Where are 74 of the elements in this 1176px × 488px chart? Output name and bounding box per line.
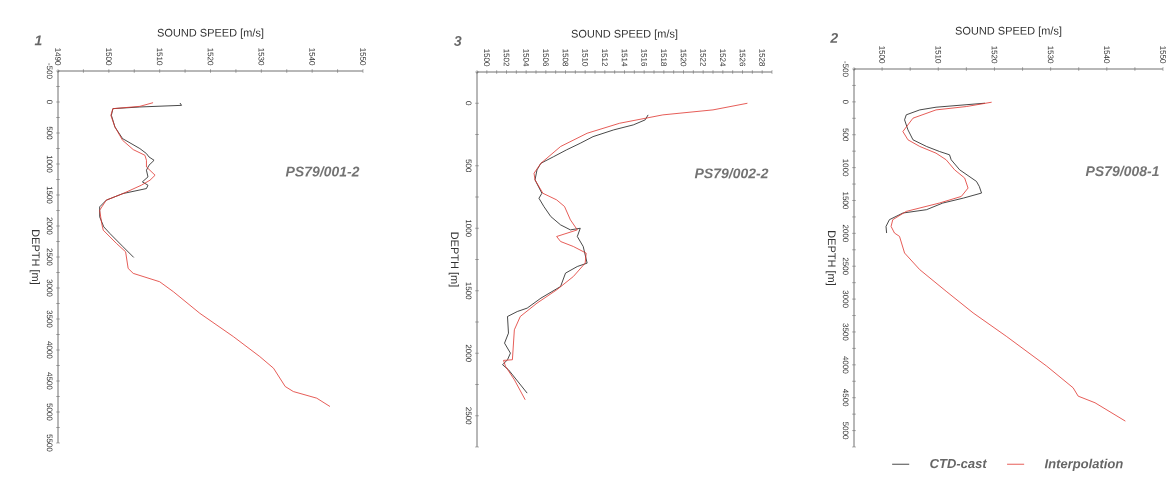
chart-title: 2 <box>830 33 838 43</box>
chart-title: 1 <box>34 35 42 46</box>
y-axis-title: DEPTH [m] <box>448 232 459 287</box>
y-tick-label: 1000 <box>842 159 849 177</box>
x-tick-label: 1510 <box>582 49 588 67</box>
y-tick-label: 4500 <box>842 389 849 407</box>
y-tick-label: 3500 <box>842 323 849 341</box>
x-tick-label: 1550 <box>1160 46 1166 64</box>
x-tick-label: 1490 <box>55 48 61 66</box>
y-tick-label: 2000 <box>465 344 472 362</box>
x-tick-label: 1520 <box>991 46 998 64</box>
y-tick-label: 1000 <box>46 155 53 173</box>
y-tick-label: 2500 <box>465 407 472 425</box>
x-tick-label: 1510 <box>156 48 163 66</box>
x-axis-title: SOUND SPEED [m/s] <box>571 29 678 40</box>
x-tick-label: 1518 <box>661 49 667 67</box>
y-tick-label: 0 <box>46 100 53 104</box>
chart-title: 3 <box>454 36 462 46</box>
legend-label: CTD-cast <box>930 458 988 469</box>
y-tick-label: 2000 <box>46 217 53 235</box>
x-tick-label: 1512 <box>602 49 608 67</box>
annotation: PS79/001-2 <box>285 166 360 177</box>
x-tick-label: 1530 <box>1047 46 1054 64</box>
y-tick-label: 5000 <box>842 421 849 440</box>
y-tick-label: 500 <box>46 126 53 140</box>
y-tick-label: 3000 <box>46 279 53 297</box>
annotation: PS79/008-1 <box>1085 165 1159 177</box>
y-tick-label: 1000 <box>465 219 472 237</box>
x-tick-label: 1522 <box>700 49 706 67</box>
y-tick-label: 2000 <box>842 224 849 242</box>
x-tick-label: 1520 <box>680 49 687 67</box>
x-tick-label: 1540 <box>309 48 315 66</box>
y-tick-label: -500 <box>46 63 53 79</box>
x-tick-label: 1540 <box>1103 46 1110 64</box>
y-tick-label: 3000 <box>842 290 849 308</box>
y-tick-label: 2500 <box>46 248 53 266</box>
x-tick-label: 1506 <box>543 49 549 67</box>
x-tick-label: 1502 <box>503 49 510 67</box>
x-tick-label: 1504 <box>523 49 529 67</box>
x-tick-label: 1528 <box>759 49 765 67</box>
y-tick-label: -500 <box>842 61 849 77</box>
y-tick-label: 4000 <box>46 341 53 359</box>
y-tick-label: 500 <box>842 128 849 142</box>
y-tick-label: 5000 <box>46 403 53 421</box>
x-tick-label: 1508 <box>562 49 569 67</box>
x-tick-label: 1500 <box>484 49 490 67</box>
legend-label: Interpolation <box>1044 458 1123 471</box>
x-tick-label: 1526 <box>739 49 746 67</box>
y-tick-label: 1500 <box>842 192 849 210</box>
x-tick-label: 1514 <box>621 49 628 67</box>
x-tick-label: 1500 <box>106 48 112 66</box>
y-tick-label: 1500 <box>465 282 472 300</box>
x-tick-label: 1510 <box>935 46 942 64</box>
x-tick-label: 1524 <box>720 49 726 67</box>
x-axis-title: SOUND SPEED [m/s] <box>955 26 1062 37</box>
x-tick-label: 1516 <box>641 49 647 67</box>
x-tick-label: 1550 <box>360 48 366 66</box>
y-tick-label: 0 <box>465 101 472 106</box>
y-tick-label: 1500 <box>46 186 53 204</box>
line-series <box>502 114 649 394</box>
annotation: PS79/002-2 <box>694 168 769 179</box>
y-tick-label: 3500 <box>46 310 53 328</box>
y-axis-title: DEPTH [m] <box>825 231 836 286</box>
y-tick-label: 500 <box>465 159 472 173</box>
y-tick-label: 0 <box>842 99 849 104</box>
y-tick-label: 2500 <box>842 257 849 275</box>
x-tick-label: 1520 <box>207 48 214 66</box>
x-axis-title: SOUND SPEED [m/s] <box>157 28 264 39</box>
y-tick-label: 4500 <box>46 372 53 390</box>
y-axis-title: DEPTH [m] <box>29 230 40 285</box>
x-tick-label: 1530 <box>258 48 265 66</box>
y-tick-label: 4000 <box>842 356 849 374</box>
y-tick-label: 5500 <box>46 434 53 452</box>
x-tick-label: 1500 <box>879 46 885 64</box>
